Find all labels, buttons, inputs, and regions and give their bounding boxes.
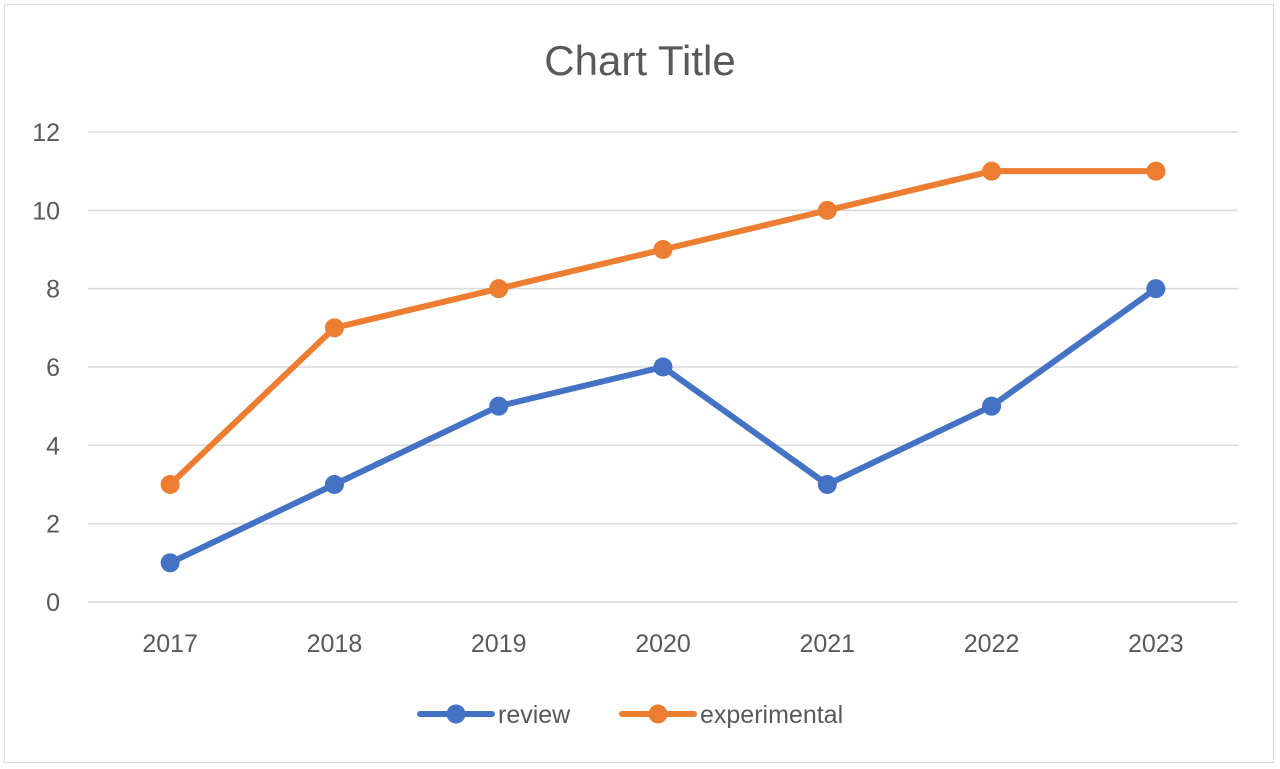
legend-label: review: [498, 701, 571, 729]
data-point: [653, 357, 673, 377]
x-tick-label: 2019: [471, 630, 527, 658]
legend-item-review: review: [417, 701, 571, 729]
data-point: [324, 475, 344, 494]
y-axis-ticks: 0 2 4 6 8 10 12: [32, 119, 60, 617]
data-point: [160, 553, 180, 573]
legend: review experimental: [417, 701, 843, 729]
gridlines: [88, 131, 1238, 603]
x-tick-label: 2020: [635, 630, 691, 658]
data-point: [489, 396, 509, 416]
chart-frame: [4, 4, 1274, 763]
y-tick-label: 0: [46, 589, 60, 617]
data-point: [1146, 279, 1166, 299]
data-point: [160, 475, 180, 494]
data-point: [817, 200, 837, 220]
data-point: [982, 161, 1002, 181]
y-tick-label: 4: [46, 432, 60, 460]
chart-title: Chart Title: [544, 37, 735, 84]
series-line: [167, 168, 1159, 488]
y-tick-label: 2: [46, 511, 60, 539]
x-tick-label: 2023: [1128, 630, 1184, 658]
y-tick-label: 10: [32, 197, 60, 225]
legend-marker: [446, 704, 466, 724]
series-experimental: [160, 161, 1166, 494]
legend-marker: [648, 704, 668, 724]
x-tick-label: 2022: [964, 630, 1020, 658]
data-point: [817, 475, 837, 494]
data-point: [982, 396, 1002, 416]
legend-item-experimental: experimental: [619, 701, 843, 729]
x-tick-label: 2018: [307, 630, 363, 658]
x-tick-label: 2017: [142, 630, 198, 658]
legend-label: experimental: [700, 701, 843, 729]
series-lines: [160, 161, 1166, 573]
series-line: [167, 285, 1159, 566]
y-tick-label: 12: [32, 119, 60, 147]
x-axis-ticks: 2017 2018 2019 2020 2021 2022 2023: [142, 630, 1183, 658]
y-tick-label: 8: [46, 276, 60, 304]
x-tick-label: 2021: [799, 630, 855, 658]
y-tick-label: 6: [46, 354, 60, 382]
data-point: [1146, 161, 1166, 181]
data-point: [489, 279, 509, 299]
series-review: [160, 279, 1166, 573]
data-point: [324, 318, 344, 338]
data-point: [653, 240, 673, 259]
